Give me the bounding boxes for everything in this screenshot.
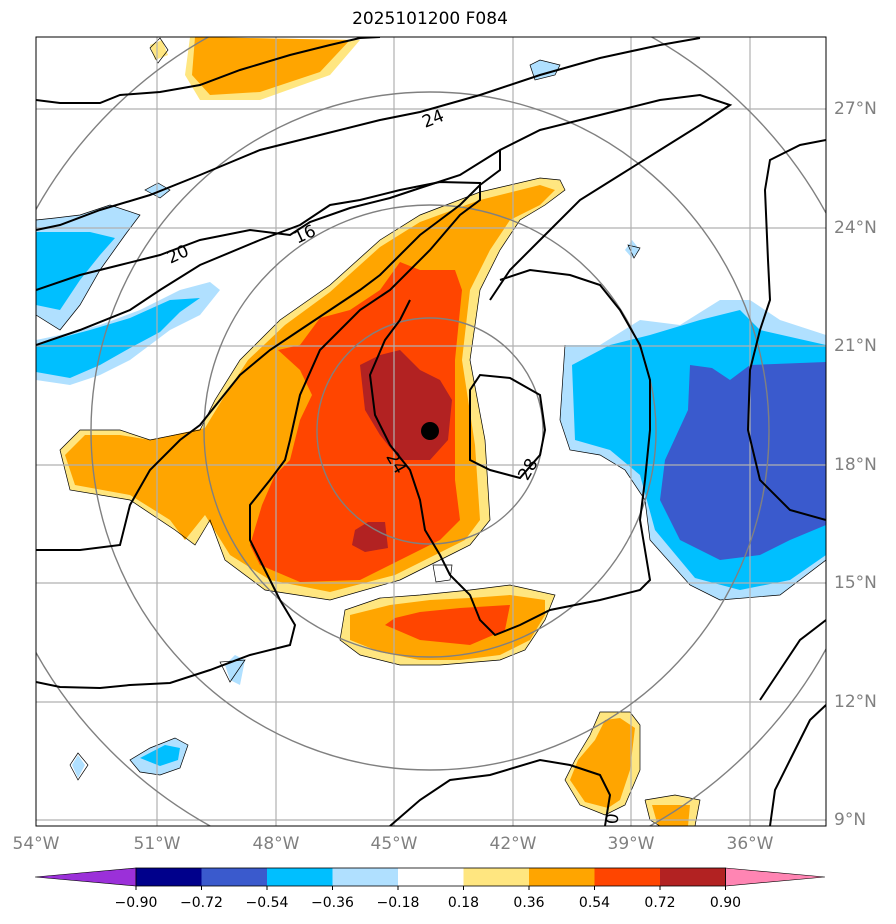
colorbar-ticks xyxy=(135,886,726,890)
colorbar-high-extension xyxy=(725,867,826,887)
colorbar-label-10: 0.90 xyxy=(709,895,742,911)
lat-label-12n: 12°N xyxy=(834,692,877,712)
contour-label-28: 28 xyxy=(514,455,542,484)
contour-lines xyxy=(36,37,826,826)
colorbar-bin-5 xyxy=(398,868,464,886)
colorbar-label-5: −0.18 xyxy=(376,895,420,911)
colorbar-outline xyxy=(135,867,726,887)
contour-label-0: 0 xyxy=(603,813,624,826)
colorbar-label-1: −0.90 xyxy=(114,895,158,911)
colorbar-bin-2 xyxy=(201,868,267,886)
lon-label-45w: 45°W xyxy=(370,834,418,854)
lat-label-24n: 24°N xyxy=(834,218,877,238)
lon-label-42w: 42°W xyxy=(489,834,537,854)
colorbar-bin-7 xyxy=(529,868,595,886)
map-area: 24 16 20 24 28 0 xyxy=(36,37,826,826)
colorbar-bin-9 xyxy=(660,868,726,886)
lat-label-21n: 21°N xyxy=(834,336,877,356)
colorbar-label-9: 0.72 xyxy=(644,895,676,911)
colorbar xyxy=(34,867,826,890)
colorbar-bin-3 xyxy=(267,868,333,886)
colorbar-label-2: −0.72 xyxy=(180,895,223,911)
storm-center-marker xyxy=(421,422,439,440)
lon-label-51w: 51°W xyxy=(133,834,181,854)
map-frame xyxy=(35,36,827,827)
lon-label-54w: 54°W xyxy=(12,834,60,854)
lon-label-48w: 48°W xyxy=(252,834,300,854)
lat-label-9n: 9°N xyxy=(834,810,867,830)
colorbar-label-8: 0.54 xyxy=(578,895,611,911)
colorbar-bin-8 xyxy=(594,868,660,886)
colorbar-label-3: −0.54 xyxy=(245,895,289,911)
colorbar-bin-6 xyxy=(463,868,529,886)
lon-label-36w: 36°W xyxy=(726,834,774,854)
lat-label-27n: 27°N xyxy=(834,99,877,119)
lat-label-15n: 15°N xyxy=(834,573,877,593)
negative-anomaly-fill xyxy=(36,60,826,778)
lat-label-18n: 18°N xyxy=(834,455,877,475)
lon-label-39w: 39°W xyxy=(607,834,655,854)
colorbar-label-4: −0.36 xyxy=(311,895,354,911)
colorbar-bin-4 xyxy=(332,868,398,886)
map-title: 2025101200 F084 xyxy=(352,9,508,29)
colorbar-bin-1 xyxy=(136,868,202,886)
distance-rings xyxy=(36,37,826,826)
colorbar-label-6: 0.18 xyxy=(447,895,480,911)
colorbar-low-extension xyxy=(34,867,137,887)
colorbar-label-7: 0.36 xyxy=(513,895,545,911)
contour-label-16: 16 xyxy=(291,221,319,248)
